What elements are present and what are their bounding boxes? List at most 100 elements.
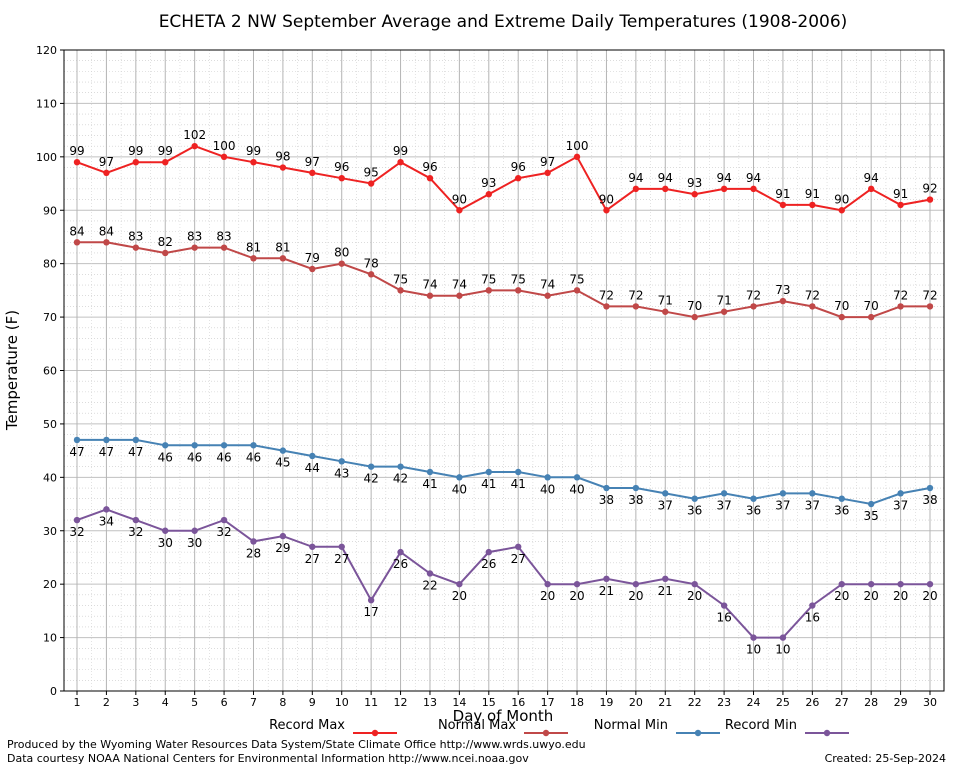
- x-tick-label: 9: [309, 696, 316, 709]
- data-point: [132, 158, 140, 166]
- x-tick-label: 26: [805, 696, 819, 709]
- data-label: 20: [893, 589, 908, 603]
- data-point: [132, 244, 140, 251]
- data-label: 74: [422, 278, 437, 292]
- data-label: 47: [128, 445, 143, 459]
- data-label: 30: [187, 536, 202, 550]
- data-point: [897, 201, 904, 209]
- data-point: [720, 185, 728, 193]
- data-point: [662, 490, 669, 497]
- x-tick-label: 29: [894, 696, 908, 709]
- legend-label: Normal Max: [438, 718, 516, 733]
- data-point: [867, 580, 875, 588]
- data-label: 99: [246, 144, 261, 158]
- data-point: [838, 495, 845, 502]
- data-point: [603, 303, 610, 310]
- x-tick-label: 25: [776, 696, 790, 709]
- y-tick-label: 60: [43, 365, 57, 378]
- x-tick-label: 28: [864, 696, 878, 709]
- data-point: [279, 255, 287, 262]
- x-tick-label: 30: [923, 696, 937, 709]
- footer-data-courtesy: Data courtesy NOAA National Centers for …: [7, 752, 529, 765]
- data-point: [515, 468, 522, 476]
- x-tick-label: 19: [599, 696, 613, 709]
- data-label: 81: [275, 240, 290, 254]
- data-label: 30: [158, 536, 173, 550]
- x-tick-label: 11: [364, 696, 378, 709]
- data-label: 26: [481, 557, 496, 571]
- data-label: 16: [716, 611, 731, 625]
- data-label: 21: [658, 584, 673, 598]
- data-point: [515, 543, 522, 550]
- data-point: [456, 207, 463, 214]
- legend-label: Normal Min: [594, 718, 668, 733]
- data-label: 99: [128, 144, 143, 158]
- data-point: [632, 580, 640, 588]
- legend-label: Record Min: [725, 718, 797, 733]
- data-label: 97: [305, 155, 320, 169]
- data-point: [367, 596, 375, 604]
- x-tick-label: 4: [162, 696, 169, 709]
- data-label: 90: [452, 192, 467, 206]
- data-label: 43: [334, 466, 349, 480]
- x-tick-label: 7: [250, 696, 257, 709]
- data-label: 37: [893, 498, 908, 512]
- data-point: [544, 580, 551, 588]
- data-point: [162, 158, 169, 166]
- data-point: [632, 185, 640, 193]
- data-point: [750, 495, 757, 502]
- data-label: 36: [687, 504, 702, 518]
- y-axis-label: Temperature (F): [3, 310, 21, 431]
- y-tick-label: 10: [43, 632, 57, 645]
- data-point: [73, 158, 81, 166]
- data-label: 99: [393, 144, 408, 158]
- data-point: [456, 580, 463, 588]
- data-label: 94: [628, 171, 643, 185]
- data-label: 27: [334, 552, 349, 566]
- data-label: 38: [599, 493, 614, 507]
- legend-label: Record Max: [269, 718, 345, 733]
- data-label: 36: [834, 504, 849, 518]
- data-label: 73: [775, 283, 790, 297]
- series-line: [76, 508, 930, 639]
- data-label: 37: [658, 498, 673, 512]
- data-point: [867, 500, 875, 508]
- data-label: 98: [275, 150, 290, 164]
- data-label: 95: [363, 166, 378, 180]
- data-label: 20: [569, 589, 584, 603]
- data-point: [779, 490, 787, 497]
- data-label: 84: [69, 224, 84, 238]
- data-point: [279, 447, 287, 454]
- data-label: 97: [99, 155, 114, 169]
- data-point: [926, 196, 934, 203]
- data-point: [397, 463, 404, 470]
- data-point: [603, 575, 610, 583]
- data-label: 10: [775, 643, 790, 657]
- data-point: [162, 442, 169, 449]
- x-axis-label: Day of Month: [453, 707, 554, 725]
- data-point: [573, 474, 581, 481]
- series-normal-min: 47 47 47 46 46 46 46 45 44 43 42 42 41 40 41 41 40 40 38 38…: [69, 436, 938, 523]
- data-label: 16: [805, 611, 820, 625]
- x-tick-label: 17: [541, 696, 555, 709]
- x-tick-label: 2: [103, 696, 110, 709]
- data-label: 97: [540, 155, 555, 169]
- data-point: [897, 303, 904, 310]
- data-point: [838, 580, 845, 588]
- data-point: [867, 313, 875, 321]
- x-tick-label: 8: [279, 696, 286, 709]
- data-point: [132, 516, 140, 524]
- data-label: 94: [746, 171, 761, 185]
- data-point: [720, 602, 728, 609]
- legend: Record Max Normal Max Normal Min Record Min: [269, 718, 849, 737]
- data-label: 100: [213, 139, 236, 153]
- data-label: 102: [183, 128, 206, 142]
- data-point: [485, 191, 492, 198]
- data-point: [515, 287, 522, 294]
- data-label: 71: [716, 294, 731, 308]
- data-point: [250, 442, 257, 449]
- data-label: 94: [658, 171, 673, 185]
- data-point: [103, 239, 110, 246]
- data-point: [338, 543, 345, 550]
